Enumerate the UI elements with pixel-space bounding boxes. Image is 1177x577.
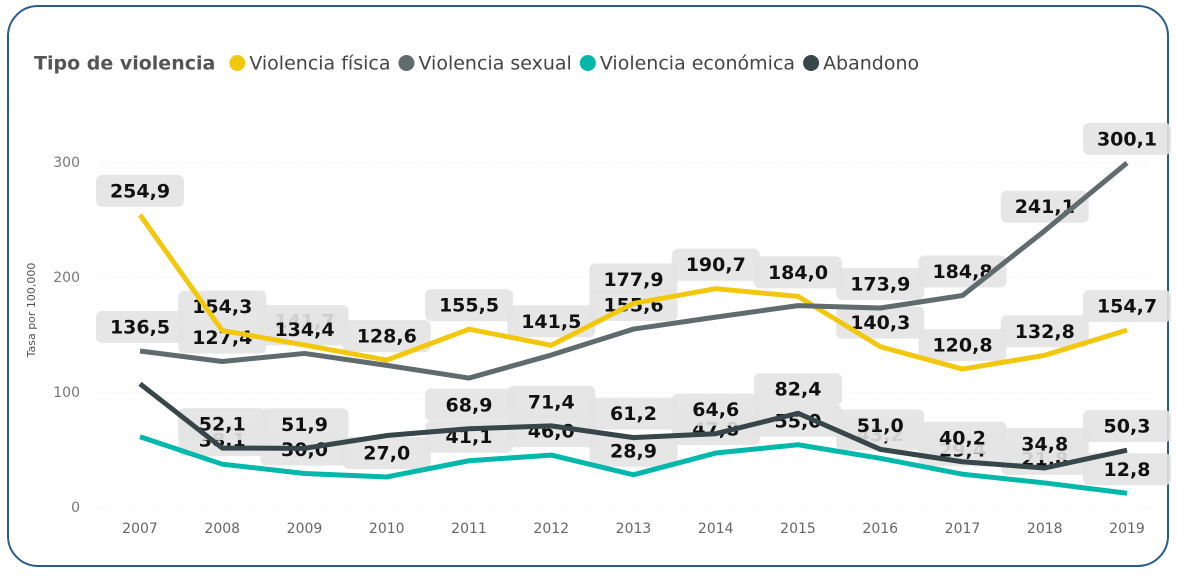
data-label: 120,8 (932, 335, 992, 357)
data-label-box (918, 421, 1007, 454)
data-label-box (1000, 315, 1089, 348)
data-label: 34,8 (1021, 433, 1068, 455)
data-label: 50,3 (1104, 416, 1151, 438)
data-label: 51,0 (857, 415, 904, 437)
legend-label: Abandono (823, 53, 919, 75)
data-label-box (178, 321, 267, 354)
data-label: 71,4 (528, 391, 575, 413)
data-label-box (1083, 122, 1171, 155)
x-tick-label: 2007 (122, 521, 158, 537)
y-tick-label: 200 (53, 270, 80, 286)
data-label-box (425, 388, 513, 421)
data-label: 136,5 (110, 317, 170, 339)
data-label: 128,6 (357, 326, 417, 348)
data-label-box (260, 313, 349, 346)
data-label: 61,2 (610, 403, 657, 425)
data-label: 184,8 (932, 261, 992, 283)
x-tick-label: 2013 (616, 521, 652, 537)
data-label: 173,9 (850, 274, 910, 296)
data-label-box (507, 385, 596, 418)
data-label-box (589, 397, 678, 430)
data-label-box (507, 305, 596, 338)
x-tick-label: 2016 (862, 521, 898, 537)
data-label: 254,9 (110, 180, 170, 202)
data-label: 141,5 (521, 311, 581, 333)
data-label: 134,4 (274, 319, 334, 341)
x-tick-label: 2014 (698, 521, 734, 537)
data-label: 132,8 (1015, 321, 1075, 343)
data-label-box (425, 289, 513, 322)
legend-title: Tipo de violencia (34, 53, 215, 75)
data-label: 300,1 (1097, 128, 1157, 150)
series-line (137, 213, 1128, 372)
data-labels: 254,9154,3141,7128,6155,5141,5177,9190,7… (96, 122, 1171, 486)
legend-label: Violencia física (249, 53, 390, 75)
data-label-box (671, 393, 760, 426)
y-tick-label: 100 (53, 385, 80, 401)
x-tick-label: 2012 (533, 521, 569, 537)
data-label-box (1000, 427, 1089, 460)
data-label-box (671, 248, 760, 281)
x-tick-label: 2010 (369, 521, 405, 537)
x-tick-label: 2018 (1027, 521, 1063, 537)
data-label-box (1083, 453, 1171, 486)
data-label-box (836, 268, 925, 301)
x-tick-label: 2008 (204, 521, 240, 537)
series-line (139, 160, 1129, 381)
data-label-box (96, 311, 184, 344)
x-tick-label: 2015 (780, 521, 816, 537)
legend-marker (229, 55, 246, 71)
data-label-box (96, 174, 184, 207)
data-label: 140,3 (850, 312, 910, 334)
data-label: 68,9 (446, 394, 493, 416)
data-label: 190,7 (686, 254, 746, 276)
data-label-box (836, 409, 925, 442)
data-label-box (342, 320, 431, 353)
data-label-box (589, 434, 678, 467)
legend-marker (579, 55, 596, 71)
data-label: 241,1 (1015, 196, 1075, 218)
data-label: 154,7 (1097, 296, 1157, 318)
series-line (139, 434, 1128, 496)
legend-label: Violencia económica (600, 53, 795, 75)
legend-label: Violencia sexual (418, 53, 571, 75)
data-label-box (1083, 290, 1171, 323)
data-label: 64,6 (692, 399, 739, 421)
legend-marker (398, 55, 415, 71)
x-tick-label: 2019 (1109, 521, 1145, 537)
data-label-box (589, 263, 678, 296)
legend-marker (803, 55, 820, 71)
series-line (138, 381, 1128, 471)
data-label-box (507, 415, 596, 448)
data-label: 52,1 (199, 414, 246, 436)
data-label-box (1083, 410, 1171, 443)
data-label: 40,2 (939, 427, 986, 449)
data-label: 27,0 (363, 442, 410, 464)
data-label-box (342, 436, 431, 469)
data-label: 12,8 (1104, 459, 1151, 481)
data-label: 51,9 (281, 414, 328, 436)
data-label-box (754, 256, 842, 289)
data-label: 177,9 (603, 269, 663, 291)
y-axis-label: Tasa por 100,000 (25, 263, 38, 359)
data-label: 184,0 (768, 262, 828, 284)
data-label-box (754, 373, 842, 406)
x-tick-label: 2009 (287, 521, 323, 537)
data-label-box (754, 404, 842, 437)
data-label-box (260, 408, 349, 441)
x-tick-label: 2017 (945, 521, 981, 537)
x-tick-label: 2011 (451, 521, 487, 537)
data-label: 82,4 (775, 379, 822, 401)
data-label: 155,5 (439, 295, 499, 317)
data-label-box (918, 329, 1007, 362)
y-tick-label: 0 (71, 500, 80, 516)
data-label: 28,9 (610, 440, 657, 462)
y-tick-label: 300 (53, 155, 80, 171)
